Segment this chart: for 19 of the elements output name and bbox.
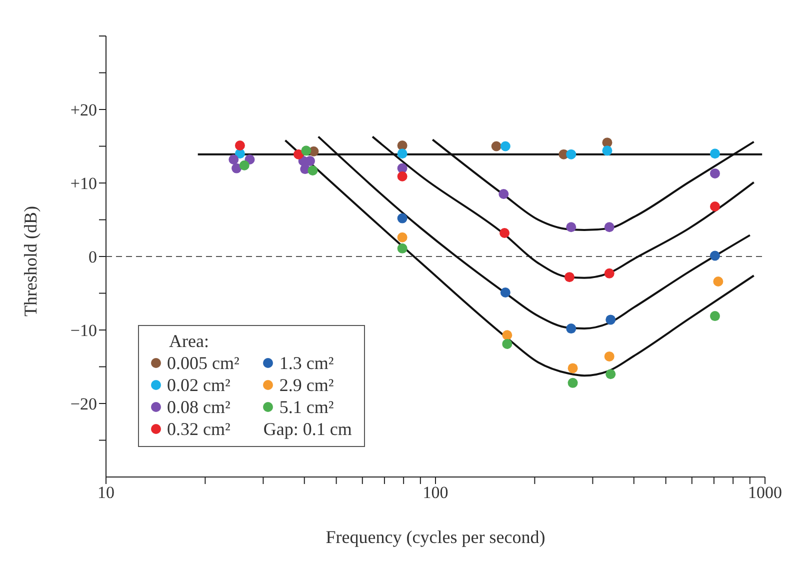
x-tick-label: 10 [98,483,114,502]
legend-label: 5.1 cm² [279,397,334,417]
legend-title: Area: [169,331,209,351]
legend-label: 0.08 cm² [167,397,230,417]
y-axis-title: Threshold (dB) [20,206,40,316]
y-tick-label: +20 [70,100,97,120]
y-tick-label: −10 [70,321,97,340]
x-axis-title: Frequency (cycles per second) [326,527,546,547]
y-tick-label: −20 [70,394,97,414]
legend-label: 0.32 cm² [167,419,230,439]
x-tick-label: 100 [422,483,448,502]
annotation: Gap: 0.1 cm [263,419,352,439]
legend-label: 2.9 cm² [279,375,334,395]
legend-label: 0.02 cm² [167,375,230,395]
legend-label: 1.3 cm² [279,353,334,373]
y-tick-label: +10 [70,174,97,194]
x-tick-label: 1000 [748,483,782,502]
y-tick-label: 0 [88,248,97,267]
legend-label: 0.005 cm² [167,353,240,373]
